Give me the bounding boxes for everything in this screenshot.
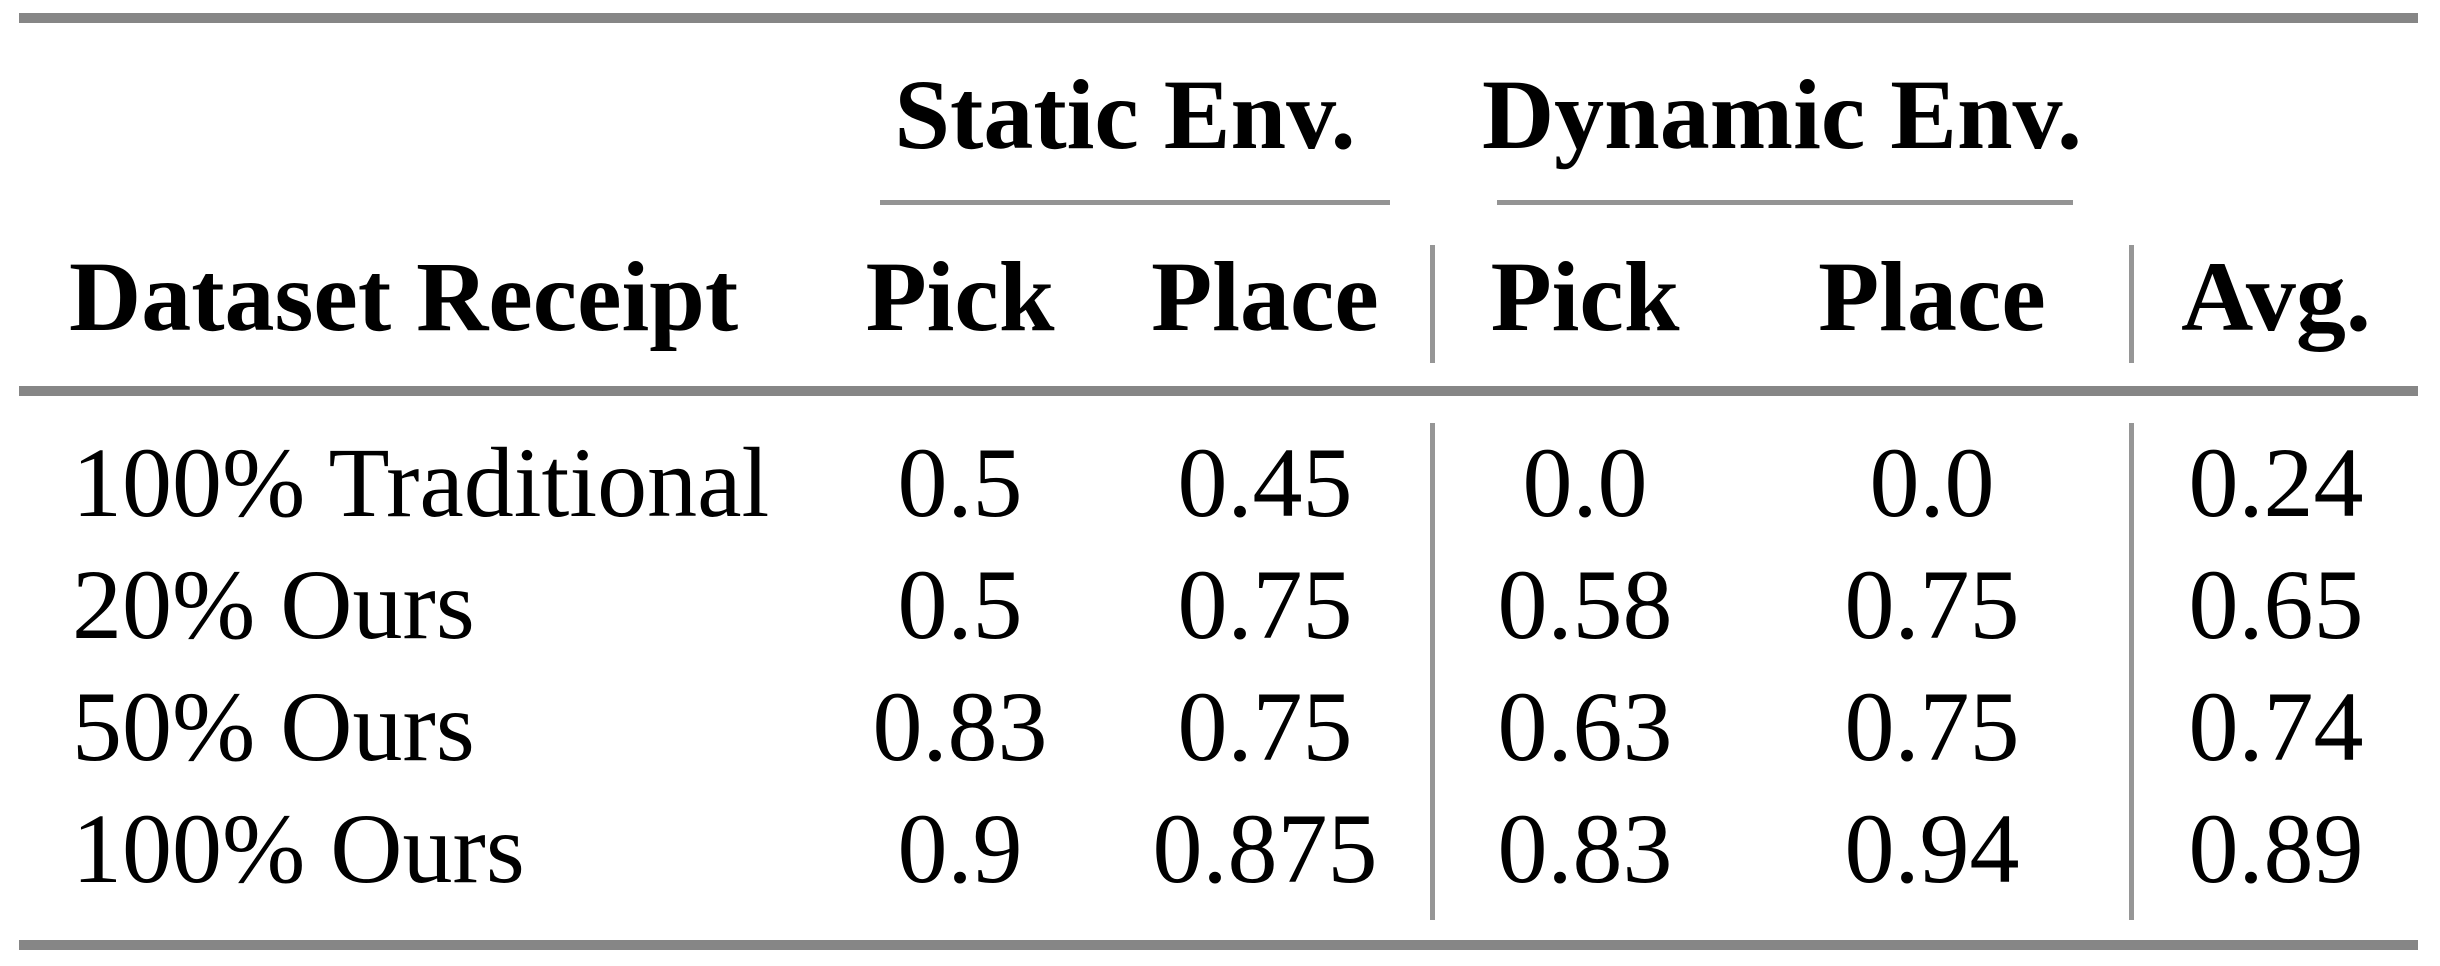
cell-value: 0.75 (1844, 671, 2020, 782)
column-separator-static-dynamic-body (1430, 423, 1435, 920)
cell-value: 0.63 (1497, 671, 1673, 782)
table-top-rule (19, 13, 2418, 23)
cell-value: 0.94 (1844, 793, 2020, 904)
cell-value: 0.0 (1522, 427, 1648, 538)
cell-value: 0.83 (1497, 793, 1673, 904)
column-header-static-place: Place (1151, 240, 1379, 352)
column-header-dynamic-place: Place (1818, 240, 2046, 352)
row-label: 50% Ours (72, 671, 475, 782)
cell-value: 0.89 (2188, 793, 2364, 904)
row-label: 20% Ours (72, 549, 475, 660)
cell-value: 0.0 (1869, 427, 1995, 538)
row-label: 100% Traditional (72, 427, 770, 538)
table-mid-rule (19, 386, 2418, 396)
row-label: 100% Ours (72, 793, 525, 904)
column-header-dataset-receipt: Dataset Receipt (69, 240, 739, 352)
group-header-dynamic-env: Dynamic Env. (1481, 59, 2083, 170)
static-env-cmidrule (880, 200, 1390, 205)
cell-value: 0.75 (1177, 549, 1353, 660)
table-bottom-rule (19, 940, 2418, 950)
cell-value: 0.875 (1152, 793, 1378, 904)
column-separator-avg-header (2129, 245, 2134, 363)
cell-value: 0.75 (1844, 549, 2020, 660)
group-header-static-env: Static Env. (894, 59, 1356, 170)
cell-value: 0.83 (872, 671, 1048, 782)
cell-value: 0.24 (2188, 427, 2364, 538)
cell-value: 0.9 (897, 793, 1023, 904)
cell-value: 0.5 (897, 427, 1023, 538)
dynamic-env-cmidrule (1497, 200, 2073, 205)
cell-value: 0.58 (1497, 549, 1673, 660)
cell-value: 0.75 (1177, 671, 1353, 782)
cell-value: 0.74 (2188, 671, 2364, 782)
column-separator-avg-body (2129, 423, 2134, 920)
column-header-static-pick: Pick (865, 240, 1055, 352)
cell-value: 0.65 (2188, 549, 2364, 660)
cell-value: 0.5 (897, 549, 1023, 660)
column-separator-static-dynamic-header (1430, 245, 1435, 363)
column-header-dynamic-pick: Pick (1490, 240, 1680, 352)
cell-value: 0.45 (1177, 427, 1353, 538)
column-header-avg: Avg. (2181, 240, 2371, 352)
